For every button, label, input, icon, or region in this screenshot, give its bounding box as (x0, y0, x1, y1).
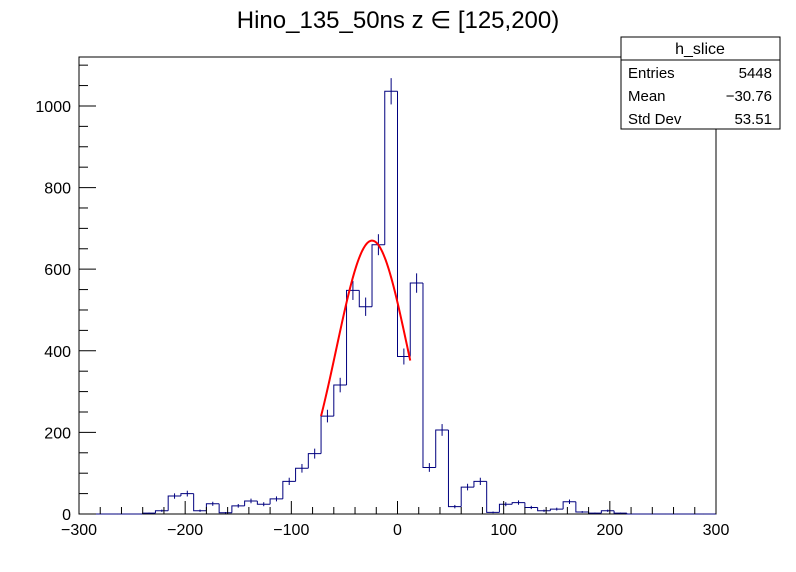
y-tick-label: 200 (44, 425, 71, 442)
histogram-bin (256, 500, 271, 505)
histogram-bin (167, 495, 181, 511)
stats-stddev-value: 53.51 (734, 111, 772, 128)
y-tick-label: 600 (44, 262, 71, 279)
stats-box-frame (620, 36, 781, 130)
stats-stddev-label: Std Dev (628, 111, 682, 128)
x-tick-label: 0 (393, 522, 402, 539)
stats-mean-value: −30.76 (726, 88, 772, 105)
histogram-bin (282, 480, 296, 499)
histogram-bin (575, 501, 589, 513)
histogram-bin (409, 282, 423, 357)
stats-mean-label: Mean (628, 88, 666, 105)
histogram-bin (333, 384, 347, 417)
x-tick-label: 200 (596, 522, 623, 539)
stats-entries-value: 5448 (739, 65, 772, 82)
histogram-bin (244, 500, 258, 506)
x-tick-label: −100 (273, 522, 309, 539)
histogram-bin (397, 91, 411, 357)
histogram-series (79, 90, 716, 515)
x-tick-label: 100 (490, 522, 517, 539)
y-tick-label: 0 (62, 507, 71, 524)
histogram-bin (218, 503, 232, 514)
histogram-bin (295, 467, 309, 482)
histogram-bin (613, 510, 627, 514)
y-tick-label: 800 (44, 181, 71, 198)
histogram-bin (447, 429, 462, 508)
histogram-bin (231, 505, 245, 513)
stats-title: h_slice (675, 41, 725, 58)
histogram-bin (307, 453, 322, 469)
x-tick-label: −300 (61, 522, 97, 539)
histogram-bin (435, 429, 449, 468)
chart-title: Hino_135_50ns z ∈ [125,200) (236, 7, 560, 34)
histogram-bin (486, 481, 500, 513)
y-tick-label: 1000 (35, 99, 71, 116)
histogram-bin (473, 480, 487, 488)
histogram-bin (549, 508, 564, 511)
histogram-bin (460, 486, 474, 507)
histogram-bin (358, 290, 373, 308)
histogram-bin (180, 493, 194, 497)
y-tick-label: 400 (44, 344, 71, 361)
histogram-bin (371, 244, 385, 307)
histogram-bin (498, 503, 513, 513)
histogram-bin (320, 415, 334, 454)
histogram-bin (422, 283, 436, 468)
histogram-bin (384, 90, 398, 245)
histogram-bin (193, 493, 207, 512)
x-tick-label: 300 (703, 522, 730, 539)
histogram-bin (346, 289, 360, 386)
histogram-bin (626, 513, 640, 515)
stats-box: h_slice Entries 5448 Mean −30.76 Std Dev… (620, 36, 781, 130)
histogram-bin (562, 501, 576, 510)
gaussian-fit-curve (320, 239, 412, 417)
histogram-bin (511, 502, 525, 505)
histogram-bin (269, 498, 283, 505)
error-bars (148, 78, 621, 514)
x-tick-label: −200 (167, 522, 203, 539)
stats-entries-label: Entries (628, 65, 675, 82)
axes: −300 −200 −100 0 100 200 300 0 200 400 600 800 1000 (35, 64, 730, 539)
